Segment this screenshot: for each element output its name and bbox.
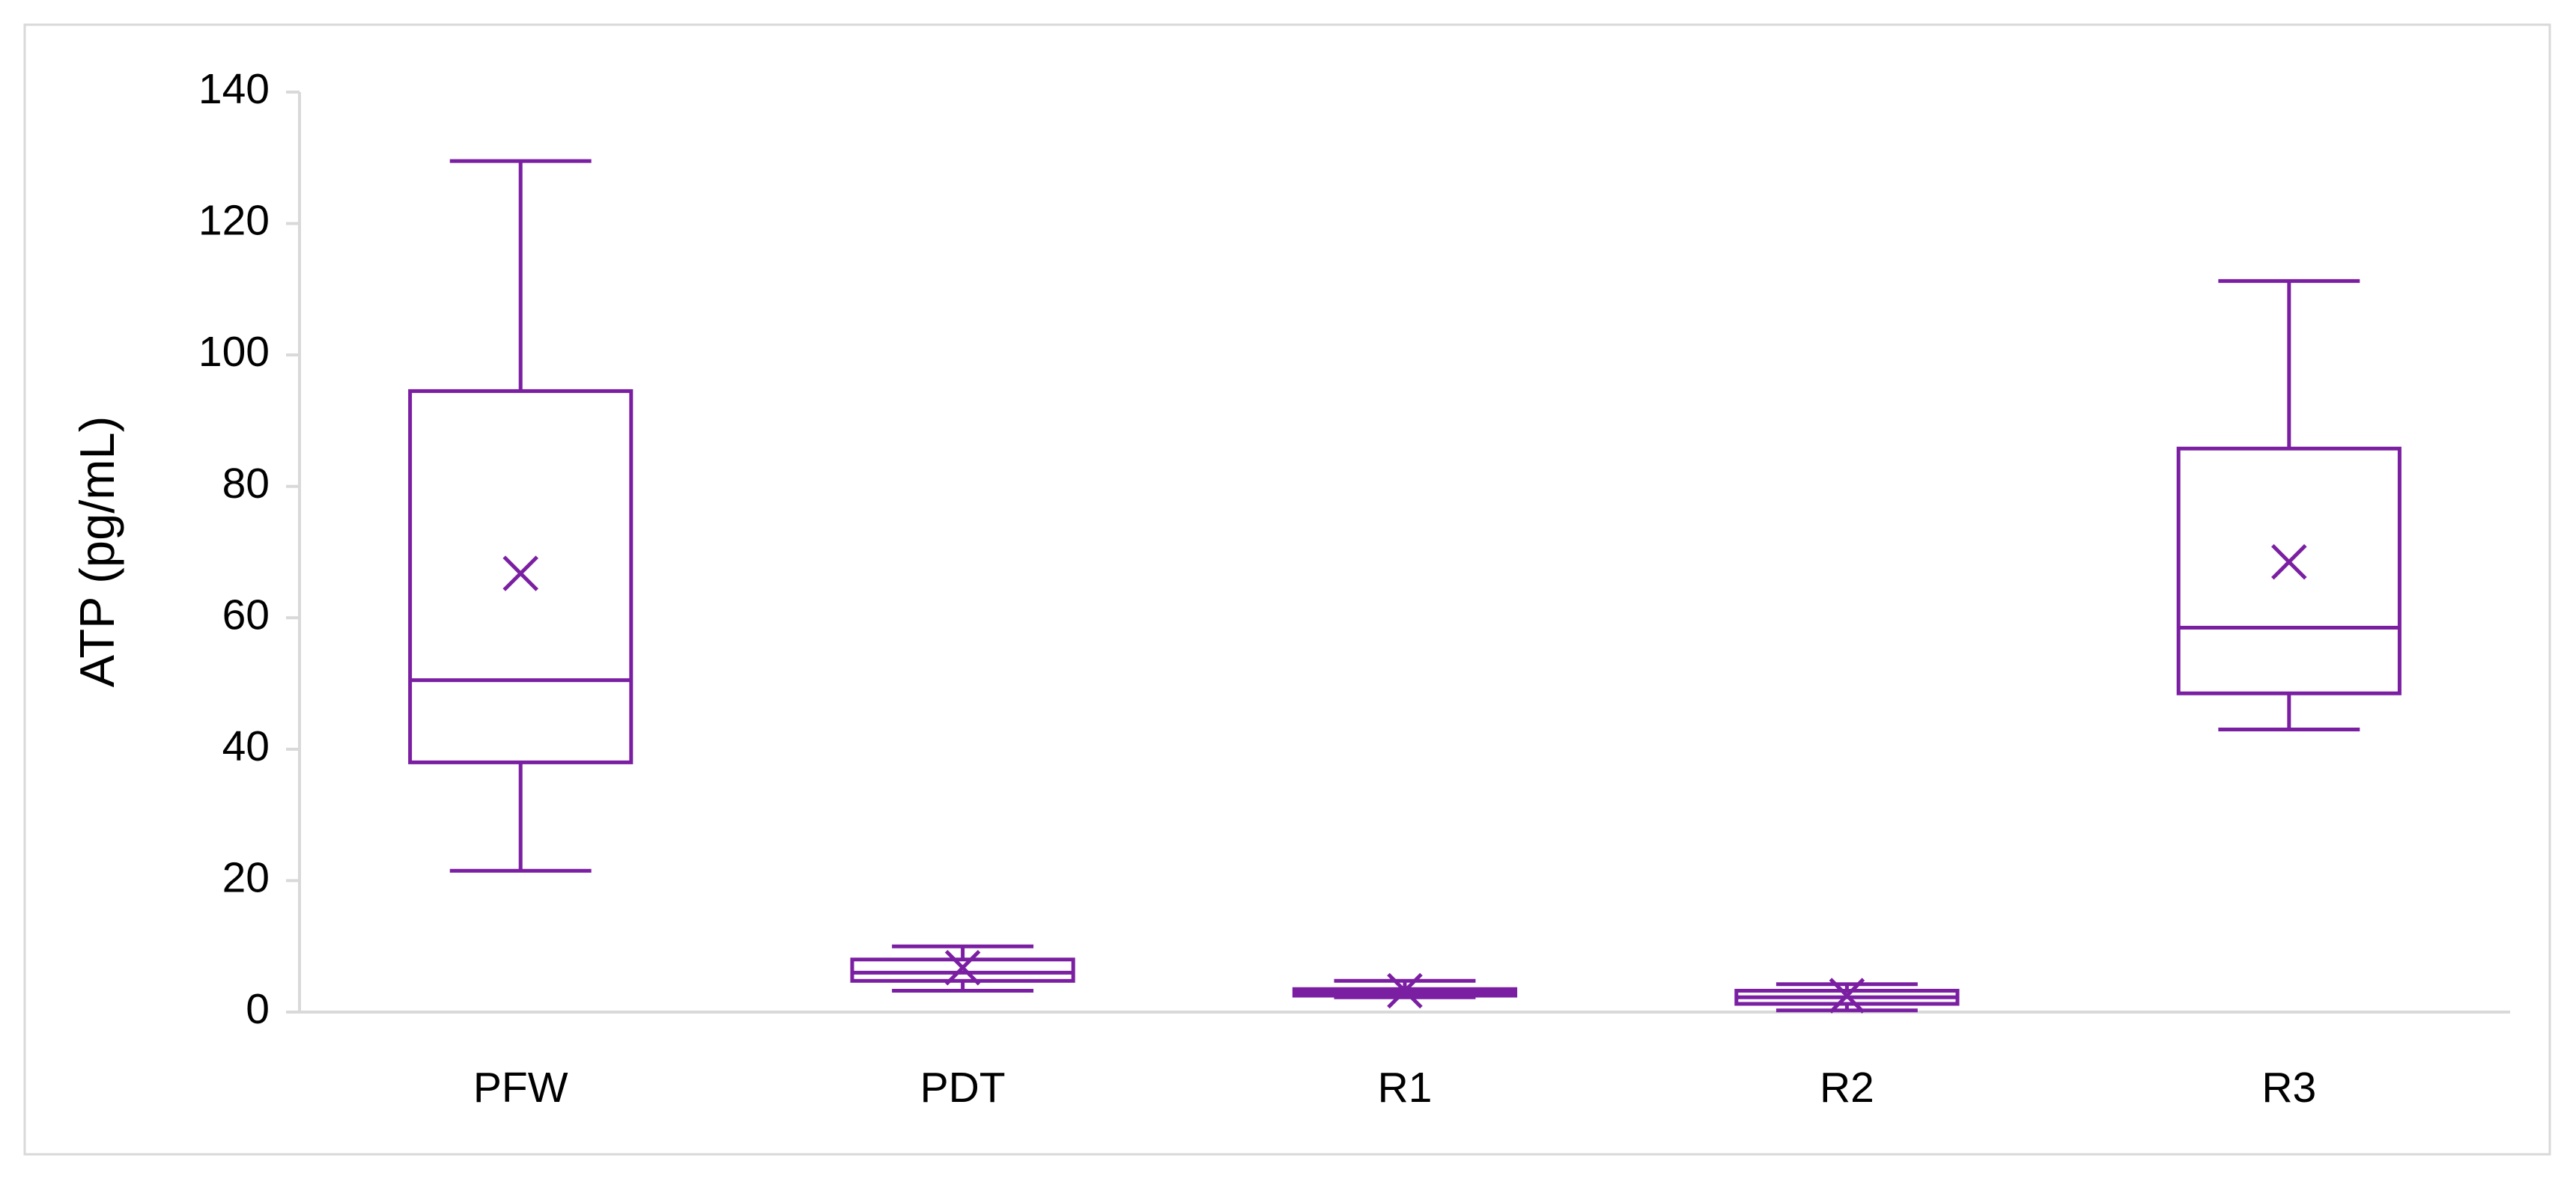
y-tick-label: 100 <box>198 328 270 376</box>
x-tick-label: R1 <box>1378 1064 1433 1112</box>
y-tick-label: 0 <box>246 985 270 1033</box>
x-tick-label: R3 <box>2261 1064 2316 1112</box>
chart-border <box>23 23 2551 1156</box>
y-axis-label: ATP (pg/mL) <box>70 416 124 687</box>
mean-marker <box>2271 543 2307 580</box>
y-tick-label: 120 <box>198 197 270 245</box>
box <box>2176 446 2402 695</box>
y-tick-label: 40 <box>222 722 270 770</box>
x-tick-label: PDT <box>920 1064 1006 1112</box>
y-tick-label: 140 <box>198 65 270 113</box>
box-group <box>1734 978 1960 1014</box>
mean-marker <box>1387 972 1423 1009</box>
y-tick-label: 60 <box>222 591 270 639</box>
y-tick-label: 80 <box>222 460 270 508</box>
x-tick-label: R2 <box>1820 1064 1874 1112</box>
box <box>408 389 634 764</box>
box-group <box>2176 278 2402 732</box>
y-tick-label: 20 <box>222 853 270 901</box>
box-group <box>1292 972 1518 1009</box>
mean-marker <box>1829 978 1865 1014</box>
x-tick-label: PFW <box>473 1064 568 1112</box>
box-group <box>850 944 1075 993</box>
mean-marker <box>502 555 538 591</box>
box-group <box>408 159 634 873</box>
mean-marker <box>944 949 981 986</box>
